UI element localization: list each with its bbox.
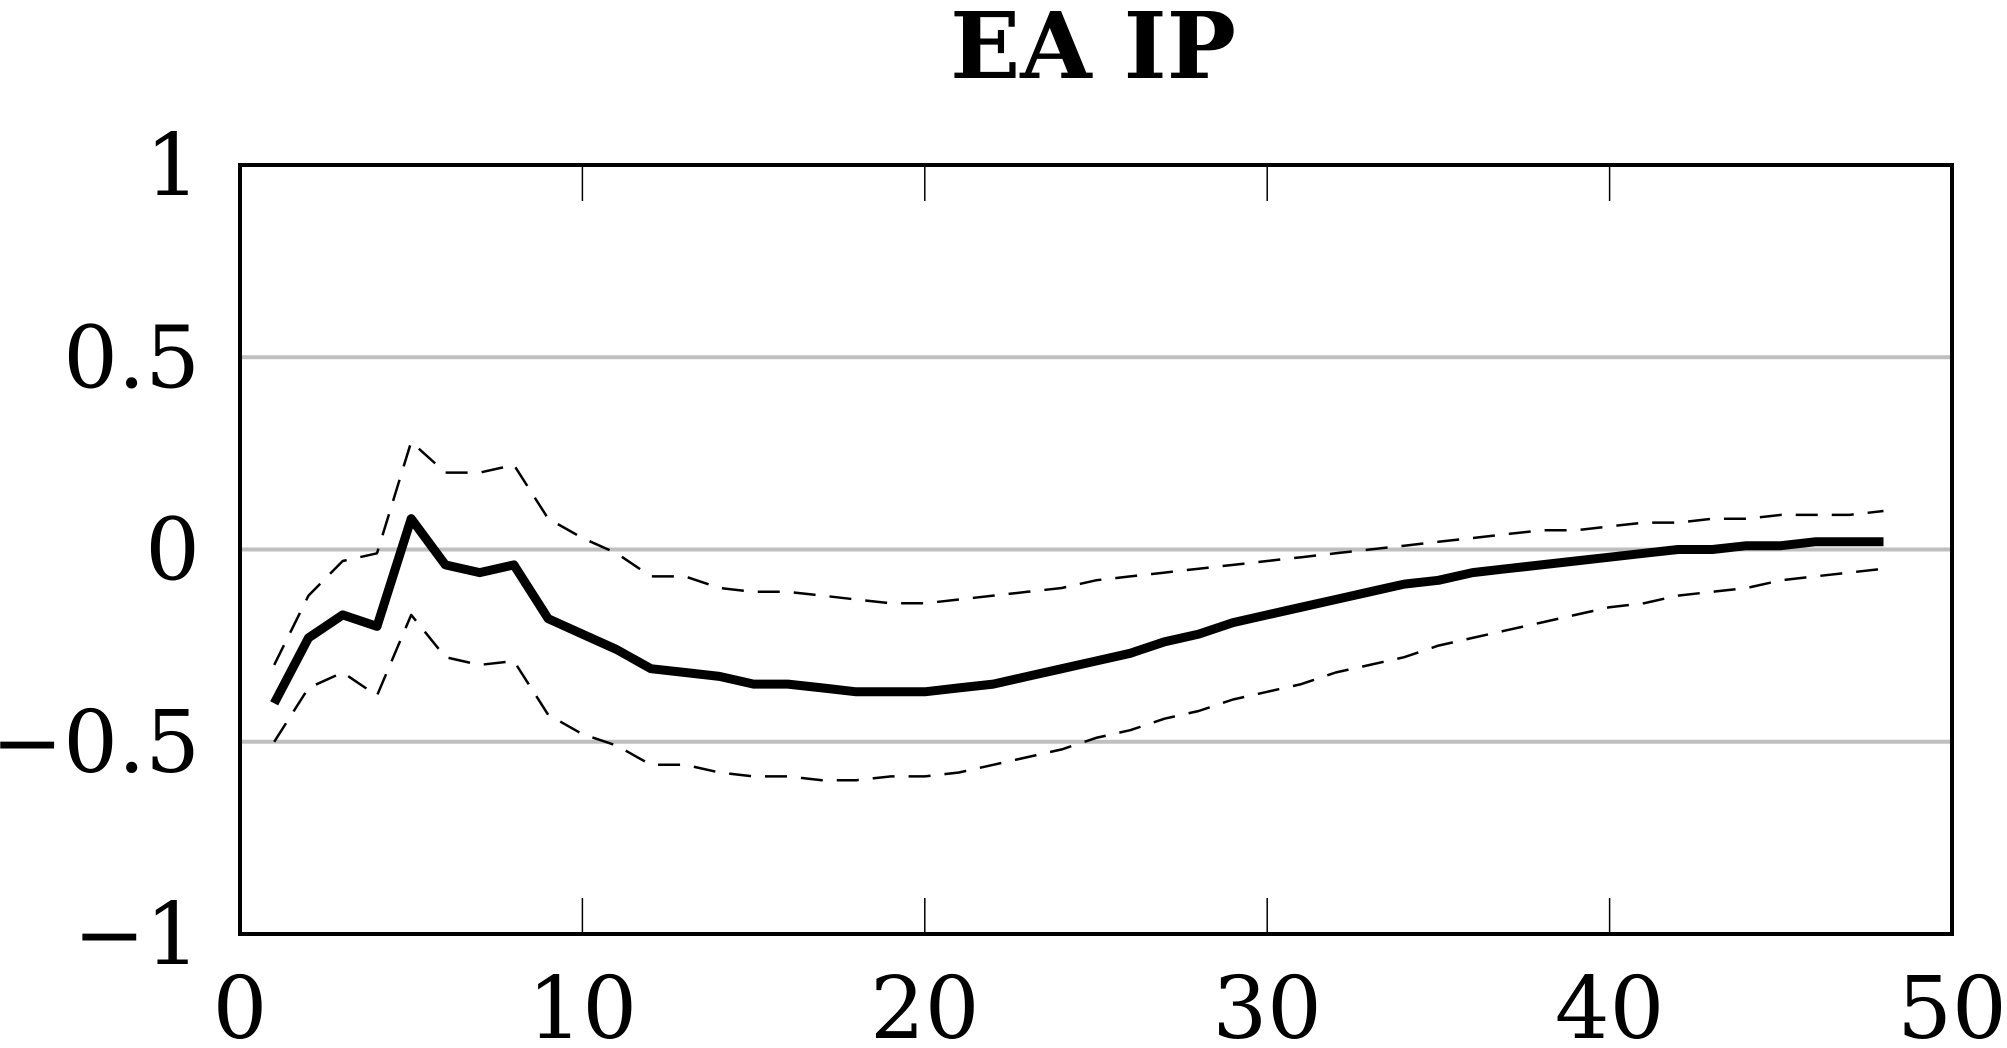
x-tick-label: 20 [870, 959, 979, 1048]
x-tick-label: 40 [1555, 959, 1664, 1048]
x-tick-label: 50 [1897, 959, 2006, 1048]
chart-title: EA IP [950, 0, 1236, 100]
axis-ticks [581, 165, 1611, 934]
x-tick-label: 30 [1212, 959, 1321, 1048]
y-tick-label: −0.5 [0, 693, 200, 793]
x-tick-label: 0 [213, 959, 268, 1048]
tick-labels: −1−0.500.510 10 20 30 40 50 [0, 116, 2007, 1048]
series-line-estimate [270, 514, 1884, 706]
y-tick-label: 0.5 [63, 308, 200, 408]
y-tick-label: 1 [145, 116, 200, 216]
series-lines [270, 440, 1884, 782]
y-tick-label: 0 [145, 501, 200, 601]
plot-frame [238, 163, 1954, 936]
series-line-band-1 [273, 440, 1884, 666]
series-line-band-2 [273, 567, 1884, 782]
x-tick-label: 10 [528, 959, 637, 1048]
y-tick-label: −1 [73, 885, 200, 985]
